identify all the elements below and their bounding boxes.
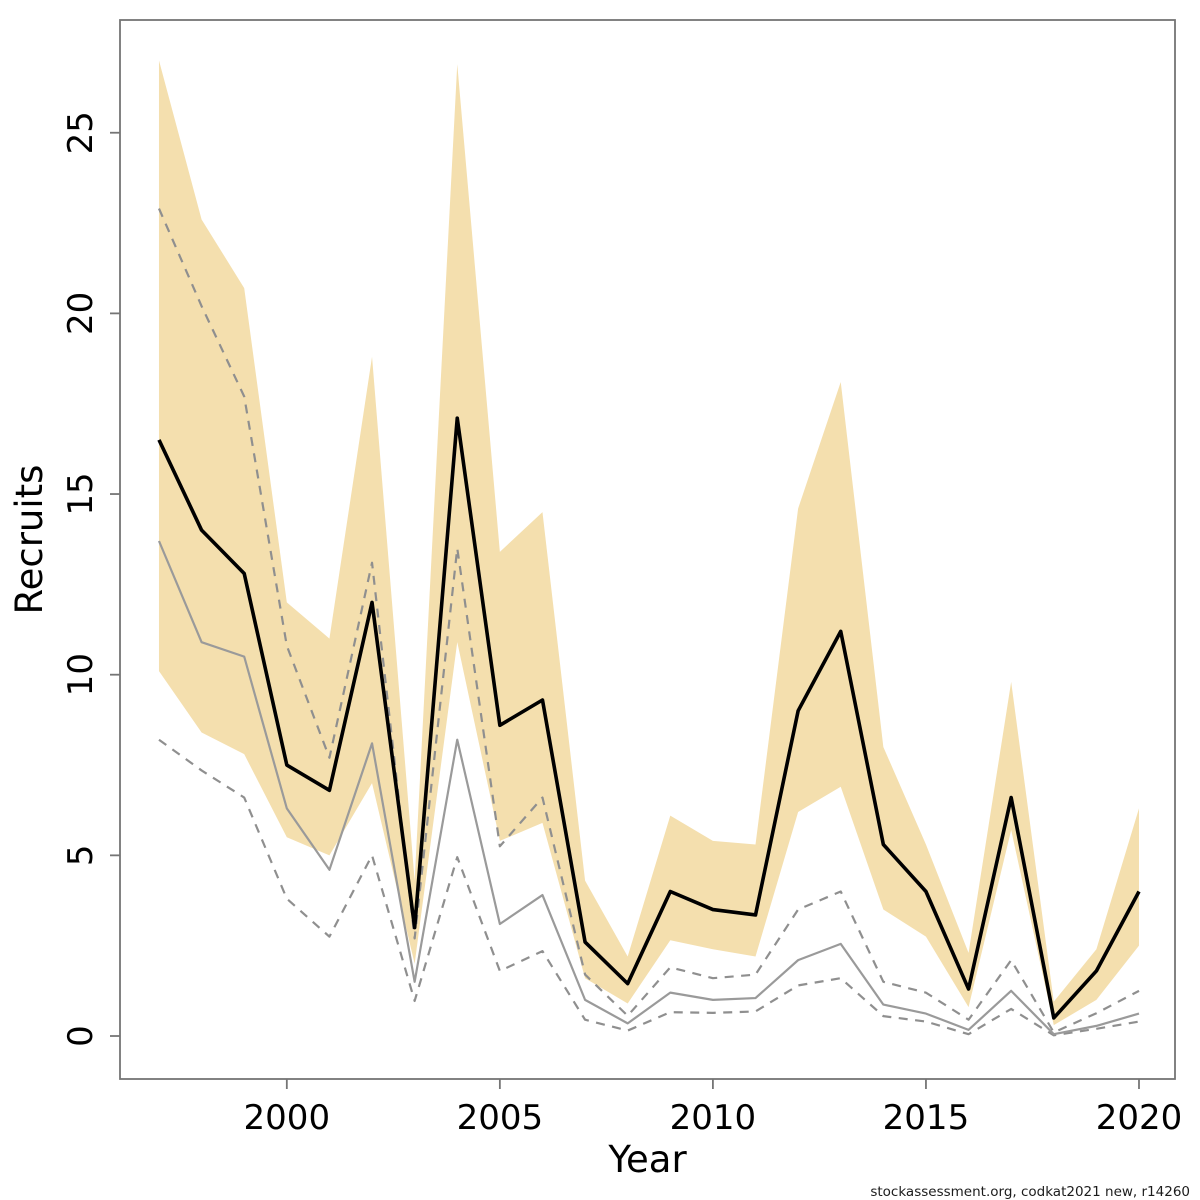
watermark: stockassessment.org, codkat2021 new, r14… (870, 1184, 1190, 1200)
y-axis: 0 5 10 15 20 25 (61, 111, 120, 1047)
y-tick-label-0: 0 (61, 1025, 101, 1047)
y-axis-title: Recruits (8, 465, 51, 615)
x-tick-label-2010: 2010 (670, 1098, 757, 1138)
series-line-comparison-run-lower (158, 738, 1140, 1037)
series-lines-layer (157, 208, 1141, 1037)
series-line-estimate-median (157, 416, 1141, 1020)
x-tick-label-2005: 2005 (457, 1098, 544, 1138)
x-axis: 2000 2005 2010 2015 2020 (244, 1079, 1183, 1138)
series-line-comparison-run-median (157, 540, 1140, 1036)
y-tick-label-25: 25 (61, 111, 101, 154)
y-tick-label-15: 15 (61, 472, 101, 515)
confidence-band-layer (158, 60, 1139, 1026)
x-tick-label-2000: 2000 (244, 1098, 331, 1138)
y-tick-label-5: 5 (61, 845, 101, 867)
y-tick-label-10: 10 (61, 653, 101, 696)
confidence-interval-band (158, 60, 1139, 1026)
plot-border-box (119, 19, 1176, 1080)
x-axis-title: Year (607, 1138, 687, 1181)
x-tick-label-2020: 2020 (1096, 1098, 1183, 1138)
y-tick-label-20: 20 (61, 292, 101, 335)
x-tick-label-2015: 2015 (883, 1098, 970, 1138)
